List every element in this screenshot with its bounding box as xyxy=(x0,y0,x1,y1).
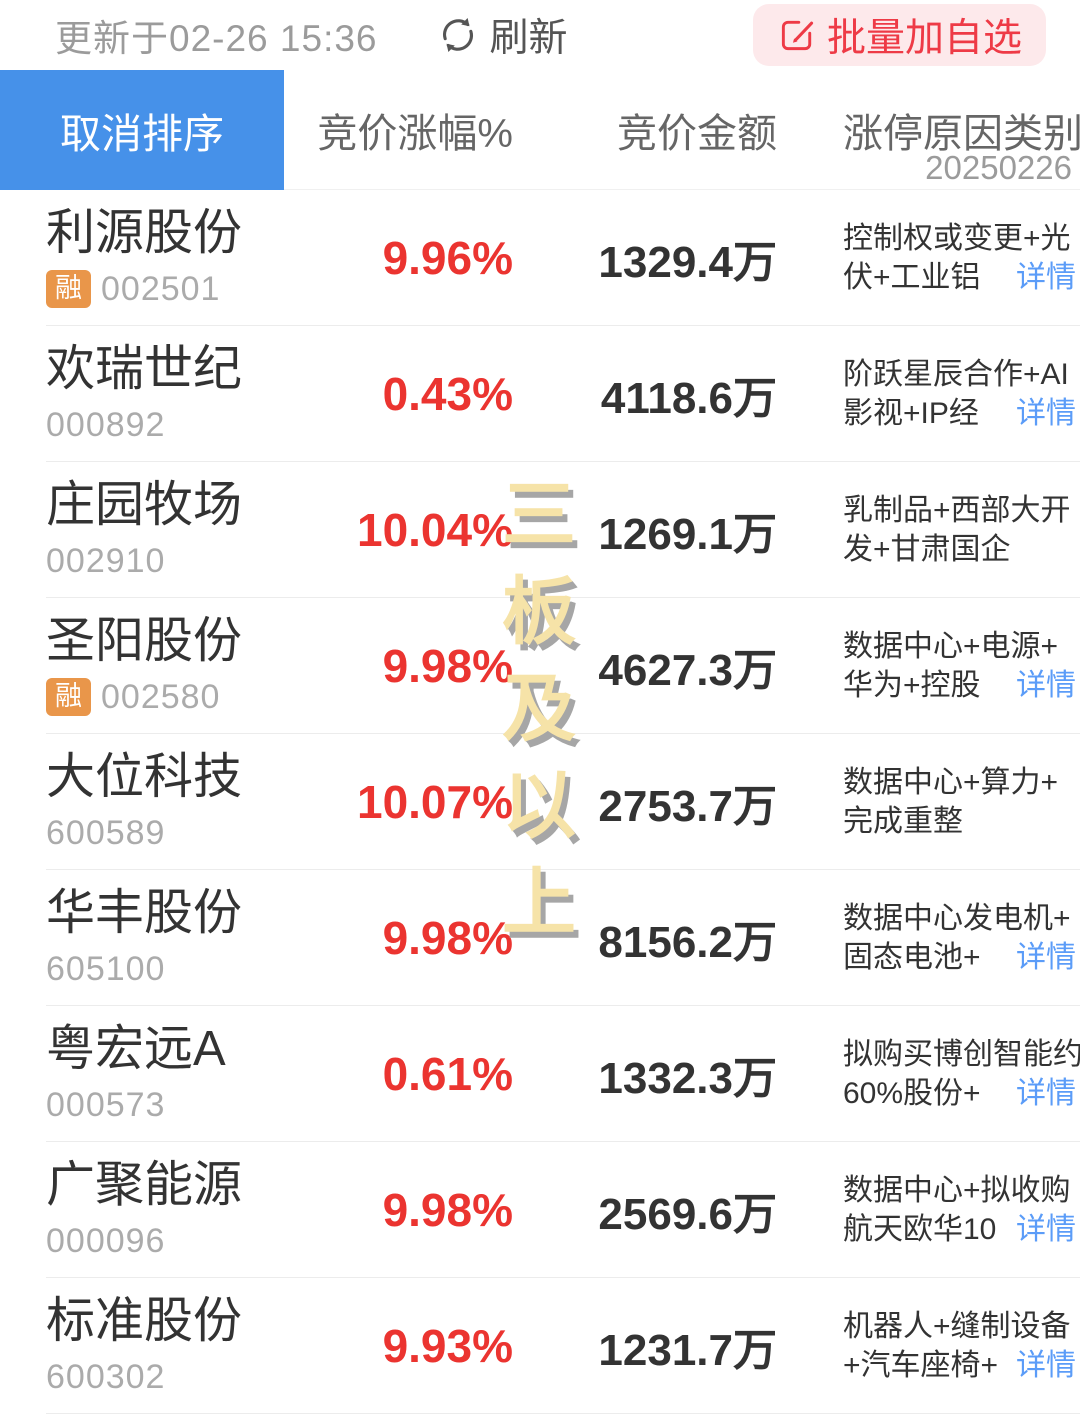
cancel-sort-button[interactable]: 取消排序 xyxy=(0,70,284,190)
limit-up-reason-line2: 发+甘肃国企 xyxy=(843,533,1011,566)
detail-link[interactable]: 详情 xyxy=(1016,1077,1076,1110)
detail-link[interactable]: 详情 xyxy=(1016,1213,1076,1246)
stock-name: 标准股份 xyxy=(46,1294,243,1349)
table-row[interactable]: 圣阳股份 融 002580 9.98% 4627.3万 数据中心+电源+ 华为+… xyxy=(0,598,1080,734)
stock-list: 利源股份 融 002501 9.96% 1329.4万 控制权或变更+光 伏+工… xyxy=(0,190,1080,1414)
limit-up-reason-line2: 60%股份+ xyxy=(843,1077,981,1110)
edit-icon xyxy=(777,15,817,55)
auction-amount: 8156.2万 xyxy=(598,918,777,967)
detail-link[interactable]: 详情 xyxy=(1016,397,1076,430)
stock-code: 600302 xyxy=(46,1357,166,1396)
table-row[interactable]: 广聚能源 000096 9.98% 2569.6万 数据中心+拟收购 航天欧华1… xyxy=(0,1142,1080,1278)
detail-link[interactable]: 详情 xyxy=(1016,941,1076,974)
batch-add-watchlist-button[interactable]: 批量加自选 xyxy=(752,4,1046,66)
stock-code: 000892 xyxy=(46,405,166,444)
auction-change-percent: 10.04% xyxy=(356,504,513,556)
auction-amount: 1332.3万 xyxy=(598,1054,777,1103)
detail-link[interactable]: 详情 xyxy=(1016,1349,1076,1382)
detail-link[interactable]: 详情 xyxy=(1016,669,1076,702)
stock-name: 欢瑞世纪 xyxy=(46,342,243,397)
margin-trading-badge: 融 xyxy=(46,678,91,717)
table-row[interactable]: 利源股份 融 002501 9.96% 1329.4万 控制权或变更+光 伏+工… xyxy=(0,190,1080,326)
stock-name: 庄园牧场 xyxy=(46,478,243,533)
margin-trading-badge: 融 xyxy=(46,270,91,309)
limit-up-reason-line2: 华为+控股 xyxy=(843,669,981,702)
auction-change-percent: 9.98% xyxy=(382,912,513,964)
auction-change-percent: 0.43% xyxy=(382,368,513,420)
stock-name: 粤宏远A xyxy=(46,1022,226,1077)
limit-up-reason-line2: 伏+工业铝 xyxy=(843,261,981,294)
stock-code: 000096 xyxy=(46,1221,166,1260)
column-header-limit-up-reason[interactable]: 涨停原因类别 xyxy=(843,112,1080,156)
auction-change-percent: 9.93% xyxy=(382,1320,513,1372)
limit-up-reason-line2: 固态电池+ xyxy=(843,941,981,974)
batch-add-label: 批量加自选 xyxy=(826,17,1022,60)
table-header: 竞价涨幅% 竞价金额 涨停原因类别 取消排序 20250226 xyxy=(0,70,1080,190)
auction-change-percent: 9.98% xyxy=(382,640,513,692)
top-bar: 更新于02-26 15:36 刷新 批量加自选 xyxy=(0,0,1080,70)
limit-up-reason-line1: 机器人+缝制设备 xyxy=(843,1310,1071,1343)
column-header-auction-change[interactable]: 竞价涨幅% xyxy=(317,112,513,156)
table-row[interactable]: 庄园牧场 002910 10.04% 1269.1万 乳制品+西部大开 发+甘肃… xyxy=(0,462,1080,598)
stock-code: 002910 xyxy=(46,541,166,580)
auction-amount: 4627.3万 xyxy=(598,646,777,695)
limit-up-reason-line1: 数据中心+算力+ xyxy=(843,766,1059,799)
refresh-label: 刷新 xyxy=(489,17,568,60)
updated-timestamp: 更新于02-26 15:36 xyxy=(55,18,378,59)
detail-link[interactable]: 详情 xyxy=(1016,261,1076,294)
limit-up-reason-line1: 数据中心发电机+ xyxy=(843,902,1071,935)
auction-change-percent: 10.07% xyxy=(356,776,513,828)
auction-change-percent: 9.98% xyxy=(382,1184,513,1236)
limit-up-reason-line2: 航天欧华10 xyxy=(843,1213,997,1246)
table-row[interactable]: 大位科技 600589 10.07% 2753.7万 数据中心+算力+ 完成重整 xyxy=(0,734,1080,870)
stock-name: 广聚能源 xyxy=(46,1158,243,1213)
limit-up-reason-line2: 影视+IP经 xyxy=(843,397,979,430)
auction-amount: 1329.4万 xyxy=(598,238,777,287)
refresh-icon xyxy=(436,13,480,57)
limit-up-reason-line2: 完成重整 xyxy=(843,805,963,838)
table-row[interactable]: 华丰股份 605100 9.98% 8156.2万 数据中心发电机+ 固态电池+… xyxy=(0,870,1080,1006)
auction-amount: 2569.6万 xyxy=(598,1190,777,1239)
stock-code: 002580 xyxy=(101,677,221,716)
limit-up-reason-line2: +汽车座椅+ xyxy=(843,1349,999,1382)
stock-name: 利源股份 xyxy=(46,206,243,261)
stock-name: 华丰股份 xyxy=(46,886,243,941)
stock-code: 605100 xyxy=(46,949,166,988)
limit-up-reason-line1: 数据中心+拟收购 xyxy=(843,1174,1071,1207)
table-row[interactable]: 粤宏远A 000573 0.61% 1332.3万 拟购买博创智能约 60%股份… xyxy=(0,1006,1080,1142)
auction-amount: 1269.1万 xyxy=(598,510,777,559)
table-row[interactable]: 欢瑞世纪 000892 0.43% 4118.6万 阶跃星辰合作+AI 影视+I… xyxy=(0,326,1080,462)
limit-up-reason-line1: 乳制品+西部大开 xyxy=(843,494,1071,527)
stock-code: 002501 xyxy=(101,269,221,308)
data-date: 20250226 xyxy=(925,149,1072,186)
auction-change-percent: 9.96% xyxy=(382,232,513,284)
column-header-auction-amount[interactable]: 竞价金额 xyxy=(617,112,777,156)
limit-up-reason-line1: 控制权或变更+光 xyxy=(843,222,1071,255)
table-row[interactable]: 标准股份 600302 9.93% 1231.7万 机器人+缝制设备 +汽车座椅… xyxy=(0,1278,1080,1414)
stock-name: 圣阳股份 xyxy=(46,614,243,669)
auction-amount: 4118.6万 xyxy=(600,374,777,423)
limit-up-reason-line1: 数据中心+电源+ xyxy=(843,630,1059,663)
stock-name: 大位科技 xyxy=(46,750,243,805)
stock-code: 000573 xyxy=(46,1085,166,1124)
limit-up-reason-line1: 拟购买博创智能约 xyxy=(843,1038,1080,1071)
stock-code: 600589 xyxy=(46,813,166,852)
auction-change-percent: 0.61% xyxy=(382,1048,513,1100)
refresh-button[interactable]: 刷新 xyxy=(436,7,568,63)
limit-up-reason-line1: 阶跃星辰合作+AI xyxy=(843,358,1069,391)
auction-amount: 1231.7万 xyxy=(598,1326,777,1375)
auction-amount: 2753.7万 xyxy=(598,782,777,831)
